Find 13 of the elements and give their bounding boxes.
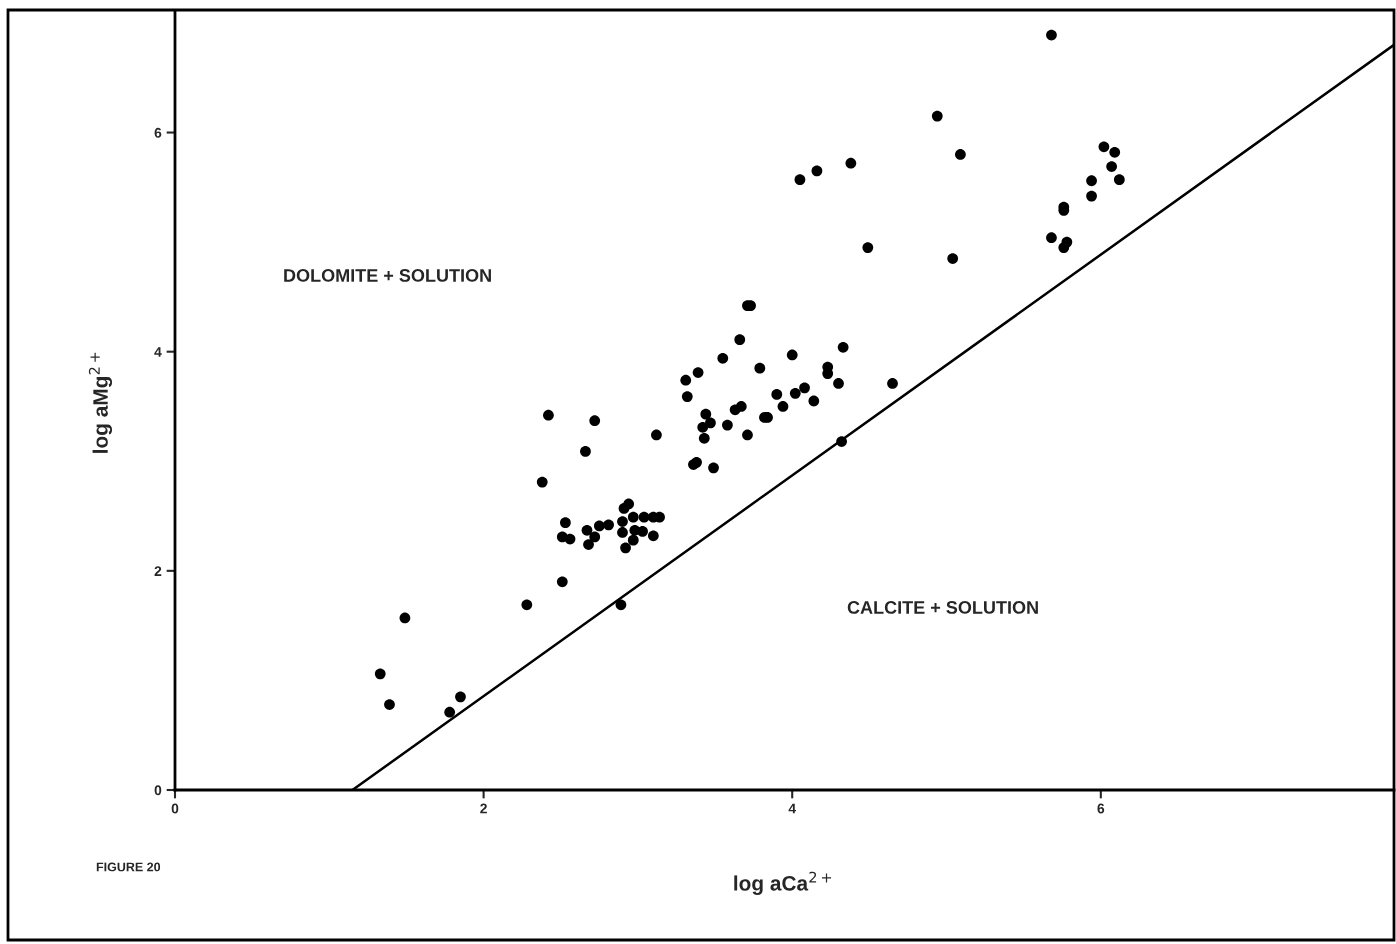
y-tick-label: 2 bbox=[154, 566, 162, 576]
x-tick-label: 2 bbox=[480, 803, 487, 814]
x-tick-label: 0 bbox=[171, 803, 179, 814]
y-tick-label: 6 bbox=[154, 127, 162, 138]
x-axis-title: log aCa$^{2+}$ bbox=[734, 871, 832, 895]
caption: FIGURE 20 bbox=[96, 862, 161, 872]
annotation: CALCITE + SOLUTION bbox=[847, 601, 1038, 614]
x-tick-label: 4 bbox=[788, 803, 796, 814]
y-tick-label: 4 bbox=[154, 347, 162, 357]
x-tick-label: 6 bbox=[1097, 803, 1105, 814]
y-axis-title: log aMg$^{2+}$ bbox=[88, 352, 113, 453]
y-tick-label: 0 bbox=[154, 785, 162, 796]
annotation: DOLOMITE + SOLUTION bbox=[284, 269, 491, 282]
